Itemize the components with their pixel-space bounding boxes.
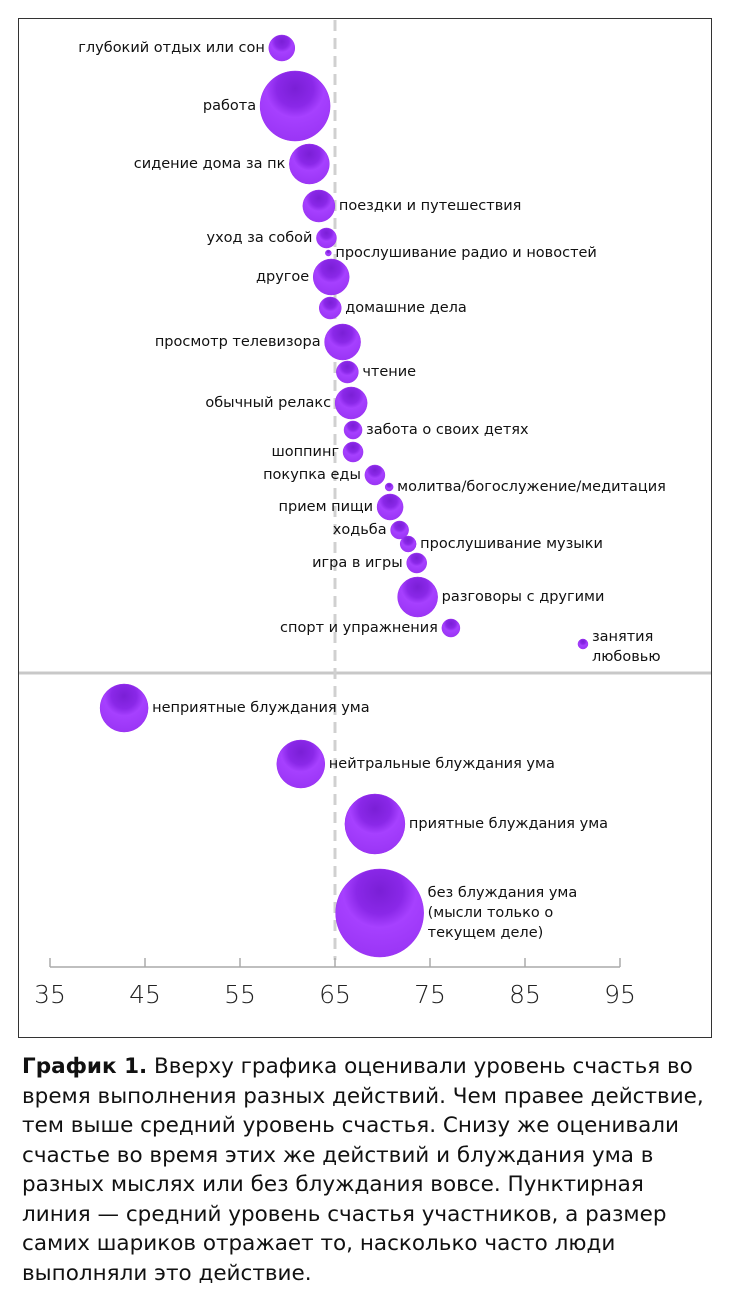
chart-frame — [18, 18, 712, 1038]
bubble-label: разговоры с другими — [441, 589, 605, 605]
bubble-label: покупка еды — [263, 467, 361, 483]
bubble-label: молитва/богослужение/медитация — [397, 479, 666, 495]
bubble — [343, 420, 363, 440]
x-tick-label: 55 — [224, 980, 256, 1009]
bubble-label: другое — [255, 269, 310, 285]
bubble — [397, 576, 438, 618]
bubble-label: игра в игры — [312, 555, 403, 571]
bubble-label: прослушивание радио и новостей — [335, 245, 597, 261]
bubble — [335, 868, 424, 958]
bubble — [441, 618, 461, 638]
x-tick-label: 85 — [509, 980, 541, 1009]
bubble-label: чтение — [362, 364, 417, 380]
caption-text: Вверху графика оценивали уровень счастья… — [22, 1054, 704, 1286]
x-tick-label: 35 — [34, 980, 66, 1009]
bubble-label: прием пищи — [278, 499, 374, 515]
bubble-label: неприятные блуждания ума — [152, 700, 370, 716]
bubble — [99, 683, 149, 733]
bubble — [334, 386, 368, 420]
x-tick-label: 65 — [319, 980, 351, 1009]
bubble — [324, 323, 361, 361]
bubble — [364, 464, 386, 486]
bubble-label: забота о своих детях — [366, 422, 529, 438]
caption-label: График 1. — [22, 1054, 148, 1079]
x-tick-label: 45 — [129, 980, 161, 1009]
bubble — [259, 70, 331, 142]
bubble-label: приятные блуждания ума — [408, 816, 609, 832]
bubble — [399, 535, 417, 553]
bubble — [325, 249, 332, 257]
bubble-label: обычный релакс — [205, 395, 332, 411]
bubble-label: нейтральные блуждания ума — [328, 756, 555, 772]
bubble-label: глубокий отдых или сон — [78, 40, 265, 56]
bubble — [384, 482, 394, 492]
bubble-label: спорт и упражнения — [280, 620, 438, 636]
bubble-label: без блуждания ума (мысли только о текуще… — [427, 885, 578, 941]
bubble — [577, 638, 589, 650]
bubble-label: занятия любовью — [591, 629, 661, 665]
bubble — [289, 143, 330, 185]
bubble-label: поездки и путешествия — [338, 198, 522, 214]
bubble-label: ходьба — [332, 522, 387, 538]
bubble-label: сидение дома за пк — [133, 156, 286, 172]
bubble — [390, 520, 409, 540]
bubble — [316, 227, 337, 249]
bubble — [376, 493, 404, 521]
x-tick-label: 75 — [414, 980, 446, 1009]
bubble-label: домашние дела — [345, 300, 467, 316]
bubble — [312, 258, 350, 296]
bubble-label: шоппинг — [271, 444, 340, 460]
bubble — [342, 441, 364, 463]
bubble-label: уход за собой — [206, 230, 313, 246]
bubble-label: прослушивание музыки — [420, 536, 603, 552]
bubble — [302, 189, 336, 223]
bubble — [268, 34, 296, 62]
bubble — [344, 793, 406, 855]
bubble — [406, 552, 427, 574]
chart — [19, 20, 711, 968]
bubble-label: работа — [202, 98, 257, 114]
bubble — [319, 296, 342, 320]
bubble — [336, 360, 359, 384]
bubble — [276, 739, 326, 789]
bubble-label: просмотр телевизора — [154, 334, 321, 350]
caption: График 1. Вверху графика оценивали урове… — [22, 1052, 712, 1288]
x-tick-label: 95 — [604, 980, 636, 1009]
